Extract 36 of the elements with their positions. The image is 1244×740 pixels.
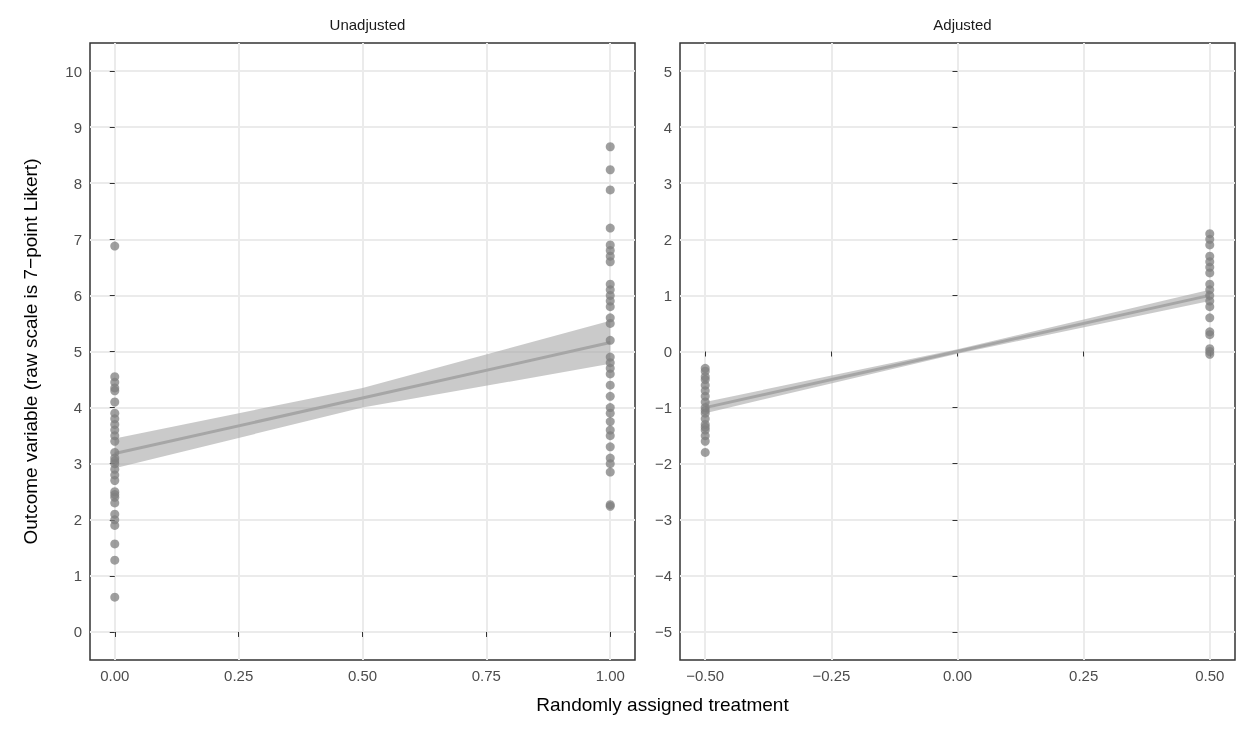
y-tick-label: −2: [654, 455, 672, 473]
y-tick-label: 3: [663, 174, 672, 192]
y-tick-label: 1: [663, 286, 672, 304]
y-tick-label: 2: [663, 230, 672, 248]
y-tick-label: −5: [654, 623, 672, 641]
y-tick-label: 5: [663, 62, 672, 80]
y-tick-label: −4: [654, 567, 672, 585]
y-tick-label: 4: [73, 399, 82, 417]
y-tick-label: 0: [73, 623, 82, 641]
y-tick-label: 6: [73, 286, 82, 304]
chart-title: Unadjusted: [329, 16, 406, 33]
y-tick-label: 8: [73, 174, 82, 192]
x-tick-label: −0.25: [812, 667, 851, 684]
y-tick-label: −3: [654, 511, 672, 529]
y-tick-label: 10: [65, 62, 82, 80]
y-tick-label: 7: [73, 230, 82, 248]
chart-title: Adjusted: [933, 16, 992, 33]
y-tick-label: 5: [73, 343, 82, 360]
x-tick-label: 0.00: [942, 667, 973, 684]
y-tick-label: 4: [663, 118, 672, 136]
x-tick-label: 0.25: [224, 667, 254, 684]
x-axis-title: Randomly assigned treatment: [535, 694, 790, 716]
y-tick-label: −1: [654, 399, 672, 417]
x-tick-label: 0.50: [1195, 667, 1225, 684]
y-tick-label: 1: [73, 567, 82, 585]
y-tick-label: 9: [73, 118, 82, 136]
x-tick-label: −0.50: [686, 667, 725, 684]
y-tick-label: 0: [663, 343, 672, 360]
x-tick-label: 0.50: [347, 667, 378, 684]
x-tick-label: 1.00: [595, 667, 625, 684]
y-axis-title: Outcome variable (raw scale is 7−point Likert): [20, 158, 41, 545]
y-tick-label: 3: [73, 455, 82, 473]
y-tick-label: 2: [73, 511, 82, 529]
x-tick-label: 0.75: [471, 667, 501, 684]
x-tick-label: 0.25: [1069, 667, 1099, 684]
x-tick-label: 0.00: [100, 667, 130, 684]
